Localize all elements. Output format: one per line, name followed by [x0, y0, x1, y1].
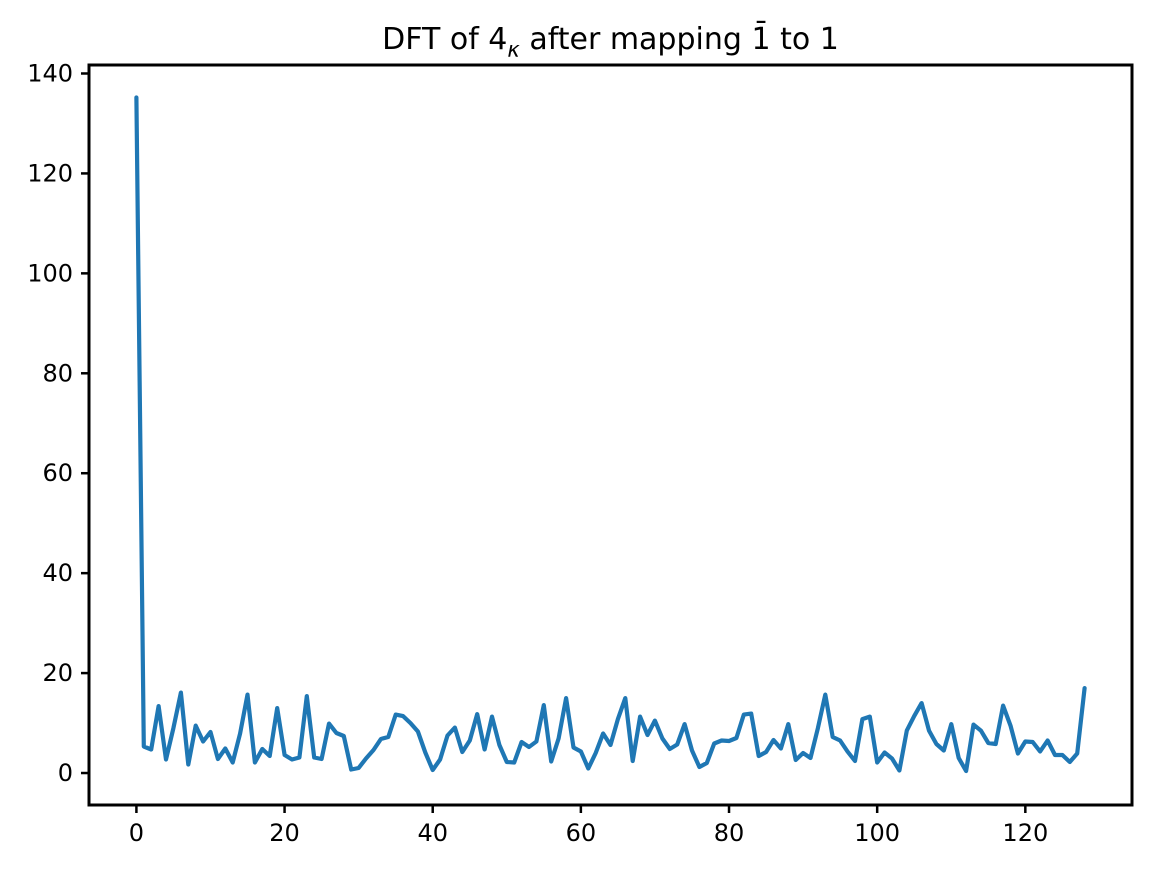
x-tick-label: 100 — [854, 819, 900, 847]
y-tick-label: 140 — [27, 59, 73, 87]
title-suffix: to 1 — [770, 22, 839, 57]
y-tick-label: 60 — [42, 459, 73, 487]
axis-ticks — [81, 72, 1027, 813]
title-prefix: DFT of 4 — [382, 22, 508, 57]
x-tick-label: 120 — [1002, 819, 1048, 847]
y-tick-label: 80 — [42, 359, 73, 387]
x-tick-label: 40 — [417, 819, 448, 847]
dft-data-line — [134, 95, 1087, 774]
y-tick-label: 120 — [27, 159, 73, 187]
title-kappa-subscript: κ — [507, 37, 520, 62]
axes-frame — [87, 63, 1134, 807]
y-tick-label: 20 — [42, 659, 73, 687]
axis-tick-labels: 0 20 40 60 80 100 120 0 20 40 60 80 100 120 140 — [27, 59, 1048, 847]
y-tick-label: 40 — [42, 559, 73, 587]
title-one-bar: 1̄ — [751, 22, 771, 57]
y-tick-label: 100 — [27, 259, 73, 287]
x-tick-label: 0 — [129, 819, 144, 847]
y-tick-label: 0 — [58, 759, 73, 787]
chart-title: DFT of 4κ after mapping 1̄ to 1 — [89, 22, 1132, 61]
title-middle: after mapping — [519, 22, 752, 57]
x-tick-label: 20 — [269, 819, 300, 847]
x-tick-label: 80 — [714, 819, 745, 847]
x-tick-label: 60 — [566, 819, 597, 847]
